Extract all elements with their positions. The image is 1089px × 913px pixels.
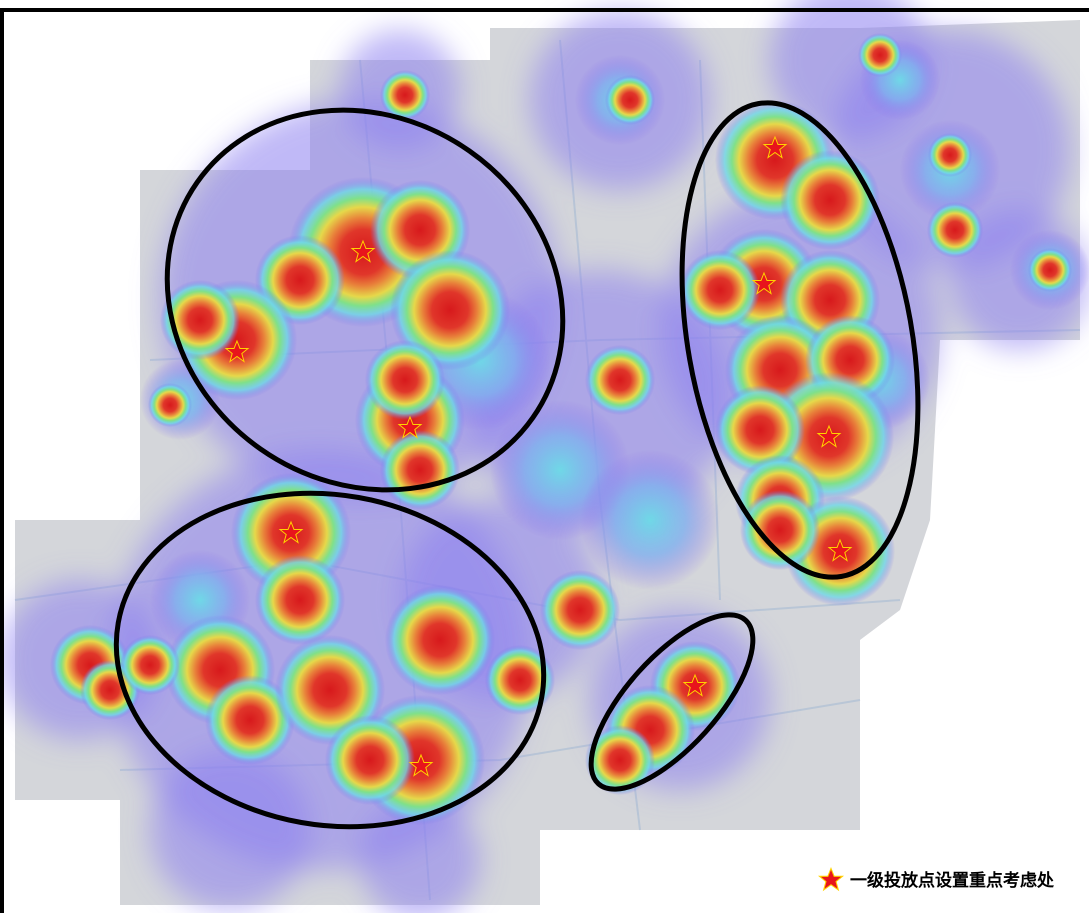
density-hotspot xyxy=(605,75,655,125)
legend-label: 一级投放点设置重点考虑处 xyxy=(850,870,1055,891)
density-area xyxy=(360,800,480,913)
density-hotspot xyxy=(380,430,460,510)
density-hotspot xyxy=(858,33,902,77)
density-hotspot xyxy=(205,675,295,765)
cluster-outline xyxy=(679,100,921,580)
density-hotspot xyxy=(148,383,192,427)
density-hotspot xyxy=(585,725,655,795)
density-hotspot xyxy=(1028,248,1072,292)
cluster-outline xyxy=(588,612,756,792)
density-hotspot xyxy=(928,133,972,177)
cluster-outline xyxy=(164,107,566,493)
density-hotspot xyxy=(740,490,820,570)
density-hotspot xyxy=(540,570,620,650)
density-hotspot xyxy=(120,635,180,695)
density-hotspot xyxy=(715,385,805,475)
density-hotspot xyxy=(585,345,655,415)
density-hotspot xyxy=(365,340,445,420)
density-hotspot xyxy=(780,150,880,250)
density-hotspot xyxy=(485,645,555,715)
density-area xyxy=(150,750,310,910)
density-hotspot xyxy=(325,715,415,805)
frame xyxy=(0,8,1089,913)
cluster-outlines xyxy=(113,100,921,830)
density-hotspot xyxy=(380,70,430,120)
cluster-outline xyxy=(113,490,547,830)
density-area xyxy=(580,450,720,590)
density-hotspot xyxy=(255,555,345,645)
density-hotspot xyxy=(927,202,983,258)
density-hotspot xyxy=(385,585,495,695)
density-hotspot xyxy=(390,250,510,370)
density-hotspot xyxy=(680,250,760,330)
